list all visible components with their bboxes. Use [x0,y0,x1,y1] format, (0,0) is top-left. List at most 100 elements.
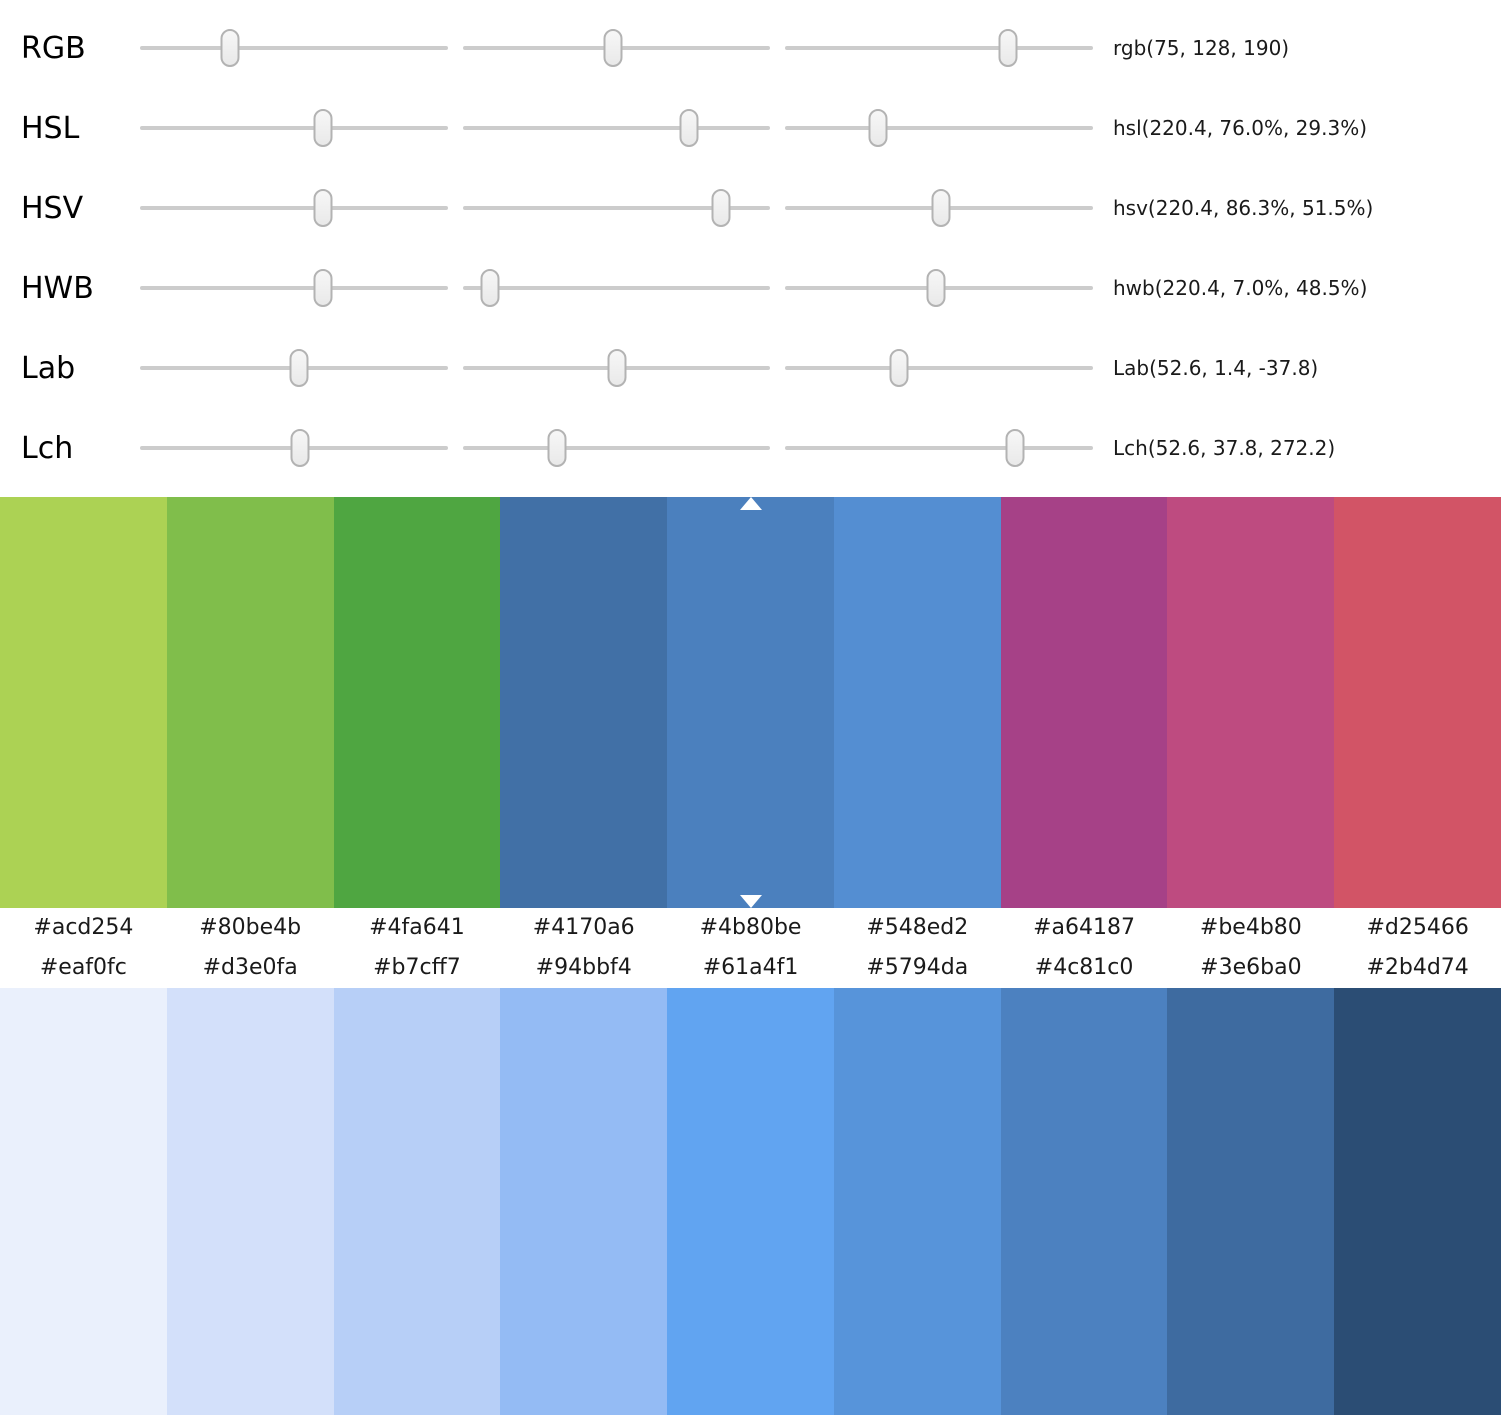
swatch-3e6ba0[interactable] [1167,988,1335,1415]
swatch-d3e0fa[interactable] [166,988,334,1415]
slider-thumb-rgb-3[interactable] [998,29,1018,67]
slider-thumb-lch-1[interactable] [290,429,310,467]
slider-thumb-hwb-2[interactable] [480,269,500,307]
hex-label-5794da: #5794da [866,955,969,980]
slider-row-hsv: HSV hsv(220.4, 86.3%, 51.5%) [0,168,1501,248]
slider-thumb-lab-1[interactable] [289,349,309,387]
hex-label-be4b80: #be4b80 [1199,915,1302,940]
swatch-4170a6[interactable] [500,497,668,908]
swatch-5794da[interactable] [833,988,1001,1415]
colorspace-label-hsl: HSL [21,110,80,146]
slider-thumb-hsl-2[interactable] [679,109,699,147]
slider-thumb-hsv-1[interactable] [313,189,333,227]
selected-swatch-marker-bottom-icon [739,895,762,908]
color-value-hsv: hsv(220.4, 86.3%, 51.5%) [1113,196,1374,220]
slider-thumb-rgb-2[interactable] [603,29,623,67]
swatch-be4b80[interactable] [1167,497,1335,908]
slider-thumb-hsl-3[interactable] [868,109,888,147]
slider-row-lab: Lab Lab(52.6, 1.4, -37.8) [0,328,1501,408]
slider-track-hsv-2[interactable] [462,189,771,227]
slider-track-hsv-1[interactable] [140,189,448,227]
color-value-rgb: rgb(75, 128, 190) [1113,36,1290,60]
hex-label-80be4b: #80be4b [199,915,302,940]
hex-label-548ed2: #548ed2 [866,915,969,940]
swatch-94bbf4[interactable] [500,988,668,1415]
color-value-hwb: hwb(220.4, 7.0%, 48.5%) [1113,276,1368,300]
slider-row-hwb: HWB hwb(220.4, 7.0%, 48.5%) [0,248,1501,328]
hex-label-d25466: #d25466 [1366,915,1469,940]
swatch-4c81c0[interactable] [1000,988,1168,1415]
hex-label-eaf0fc: #eaf0fc [39,955,127,980]
slider-thumb-lab-2[interactable] [607,349,627,387]
slider-tracks-hsv [140,189,1094,227]
swatch-61a4f1[interactable] [667,988,834,1415]
colorspace-label-hwb: HWB [21,270,94,306]
hex-label-94bbf4: #94bbf4 [535,955,632,980]
slider-row-lch: Lch Lch(52.6, 37.8, 272.2) [0,408,1501,488]
slider-track-lab-2[interactable] [462,349,771,387]
hex-label-d3e0fa: #d3e0fa [202,955,298,980]
slider-track-hsl-1[interactable] [140,109,448,147]
slider-thumb-hsl-1[interactable] [313,109,333,147]
slider-track-lab-3[interactable] [785,349,1094,387]
slider-track-hsl-2[interactable] [462,109,771,147]
shade-palette [0,988,1501,1415]
slider-track-hsv-3[interactable] [785,189,1094,227]
hex-label-4c81c0: #4c81c0 [1034,955,1134,980]
slider-track-lch-1[interactable] [140,429,448,467]
slider-track-lab-1[interactable] [140,349,448,387]
slider-thumb-hwb-3[interactable] [926,269,946,307]
slider-thumb-lch-2[interactable] [547,429,566,467]
slider-thumb-rgb-1[interactable] [220,29,240,67]
slider-row-hsl: HSL hsl(220.4, 76.0%, 29.3%) [0,88,1501,168]
swatch-b7cff7[interactable] [333,988,501,1415]
swatch-2b4d74[interactable] [1334,988,1501,1415]
hex-label-4fa641: #4fa641 [369,915,465,940]
slider-track-hwb-3[interactable] [785,269,1094,307]
colorspace-label-hsv: HSV [21,190,84,226]
slider-tracks-lch [140,429,1094,467]
swatch-4fa641[interactable] [333,497,501,908]
slider-tracks-lab [140,349,1094,387]
hex-label-4170a6: #4170a6 [532,915,635,940]
hex-label-acd254: #acd254 [33,915,134,940]
slider-thumb-hsv-2[interactable] [711,189,730,227]
slider-tracks-hsl [140,109,1094,147]
slider-thumb-hwb-1[interactable] [313,269,333,307]
colorspace-label-lch: Lch [21,430,74,466]
slider-thumb-hsv-3[interactable] [931,189,951,227]
slider-track-rgb-1[interactable] [140,29,448,67]
colorspace-label-lab: Lab [21,350,76,386]
slider-track-lch-3[interactable] [785,429,1094,467]
slider-row-rgb: RGB rgb(75, 128, 190) [0,8,1501,88]
slider-track-rgb-2[interactable] [462,29,771,67]
color-value-lab: Lab(52.6, 1.4, -37.8) [1113,356,1319,380]
slider-track-lch-2[interactable] [462,429,771,467]
color-value-lch: Lch(52.6, 37.8, 272.2) [1113,436,1336,460]
selected-swatch-marker-top-icon [739,497,762,510]
shade-palette-hex-labels: #eaf0fc #d3e0fa #b7cff7 #94bbf4 #61a4f1 #5794… [0,948,1501,988]
hex-label-a64187: #a64187 [1033,915,1136,940]
hue-palette [0,497,1501,908]
swatch-4b80be[interactable] [667,497,834,908]
swatch-a64187[interactable] [1000,497,1168,908]
swatch-80be4b[interactable] [166,497,334,908]
colorspace-label-rgb: RGB [21,30,86,66]
slider-tracks-hwb [140,269,1094,307]
swatch-548ed2[interactable] [833,497,1001,908]
slider-track-hsl-3[interactable] [785,109,1094,147]
slider-track-rgb-3[interactable] [785,29,1094,67]
swatch-eaf0fc[interactable] [0,988,167,1415]
swatch-d25466[interactable] [1334,497,1501,908]
hex-label-4b80be: #4b80be [699,915,802,940]
slider-tracks-rgb [140,29,1094,67]
slider-thumb-lch-3[interactable] [1005,429,1025,467]
swatch-acd254[interactable] [0,497,167,908]
slider-track-hwb-2[interactable] [462,269,771,307]
hex-label-2b4d74: #2b4d74 [1366,955,1469,980]
hex-label-3e6ba0: #3e6ba0 [1200,955,1302,980]
slider-track-hwb-1[interactable] [140,269,448,307]
slider-panel: RGB rgb(75, 128, 190) HSL hsl(220.4, 76.0%,… [0,0,1501,497]
slider-thumb-lab-3[interactable] [889,349,909,387]
